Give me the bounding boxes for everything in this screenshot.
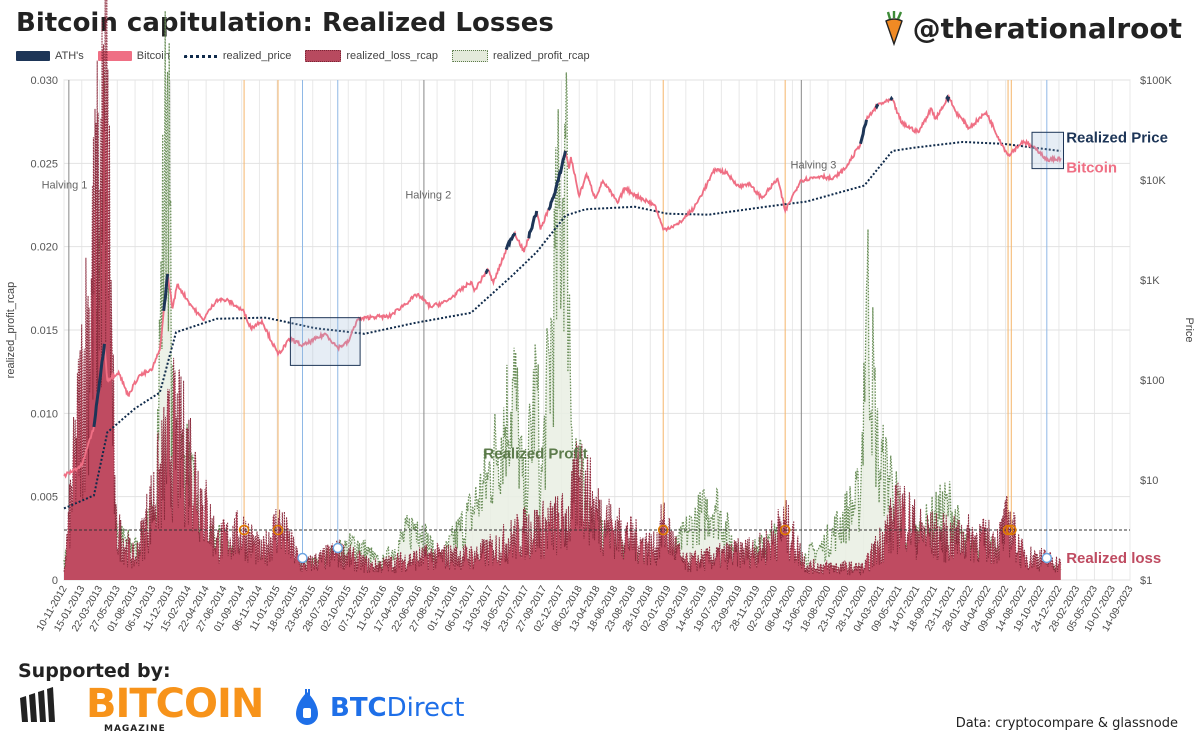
legend-item-2[interactable]: realized_price [183,50,292,62]
bottom-marker [332,542,343,554]
bottom-box-2015 [289,317,361,366]
legend-swatch [305,50,342,62]
brand-handle: @therationalroot [912,11,1182,45]
left-tick-label: 0.015 [30,325,58,337]
left-tick-label: 0 [52,575,58,587]
btcdirect-icon [296,689,318,725]
realized-price-line [63,140,1061,510]
legend-swatch [16,51,50,61]
left-tick-label: 0.005 [30,492,58,504]
realized-loss-area [64,0,1061,580]
right-axis-label: Price [1183,317,1195,342]
annotation-4: Realized Price [1066,130,1168,147]
legend-item-1[interactable]: Bitcoin [97,50,170,62]
bitcoin-magazine-word: BITCOIN [86,681,264,727]
carrot-icon [884,11,903,46]
capitulation-marker [238,524,250,536]
legend-swatch [97,51,132,61]
ath-segment [504,232,517,251]
ath-segment [162,273,170,312]
btcdirect-word-b: Direct [386,693,465,723]
right-tick-label: $100 [1140,375,1164,387]
capitulation-marker [272,524,284,536]
chart-legend: ATH's Bitcoin realized_price realized_loss_… [16,50,590,62]
right-tick-label: $1K [1140,275,1160,287]
right-tick-label: $100K [1140,75,1172,87]
magazine-bars-icon [20,687,55,722]
legend-item-0[interactable]: ATH's [16,50,84,62]
bottom-marker [297,552,308,564]
left-tick-label: 0.010 [30,408,58,420]
right-tick-label: $1 [1140,575,1152,587]
brand: @therationalroot [881,10,1182,46]
right-tick-label: $10 [1140,475,1158,487]
annotation-1: Halving 2 [405,189,451,201]
legend-item-4[interactable]: realized_profit_rcap [452,50,590,62]
left-tick-label: 0.030 [30,75,58,87]
annotation-0: Halving 1 [42,179,88,191]
magazine-sub: MAGAZINE [104,724,166,734]
left-axis-label: realized_profit_rcap [5,282,17,379]
ath-segment [945,94,951,104]
left-tick-label: 0.025 [30,158,58,170]
legend-swatch [452,50,489,62]
ath-segment [92,343,106,428]
left-tick-label: 0.020 [30,242,58,254]
capitulation-marker [1005,524,1017,536]
realized-loss-line [63,0,1062,576]
btcdirect-word-a: BTC [330,693,387,723]
capitulation-marker [1002,524,1014,536]
legend-swatch [183,54,218,62]
ath-segment [484,268,490,275]
legend-item-3[interactable]: realized_loss_rcap [305,50,438,62]
legend-label: Bitcoin [136,50,170,62]
right-tick-label: $10K [1140,175,1166,187]
ath-segment [547,150,567,211]
annotation-5: Bitcoin [1066,160,1117,177]
ath-segment [527,210,539,239]
bottom-marker [1041,552,1053,564]
realized-profit-area [64,11,1061,580]
chart: Halving 1 Halving 2 Halving 3 Realized Prof… [5,0,1195,634]
capitulation-marker [779,524,791,536]
annotation-2: Halving 3 [791,159,837,171]
annotation-6: Realized loss [1066,550,1161,567]
annotation-3: Realized Profit [483,445,587,462]
legend-label: realized_profit_rcap [493,50,590,62]
ath-segment [874,103,880,110]
legend-label: realized_loss_rcap [346,50,439,62]
legend-label: ATH's [55,50,84,62]
legend-label: realized_price [222,50,292,62]
current-box [1031,131,1065,170]
bitcoin-magazine-logo: BITCOIN MAGAZINE [18,681,264,734]
ath-segment [889,95,894,101]
capitulation-marker [657,524,669,536]
supported-by-label: Supported by: [18,660,171,682]
data-source: Data: cryptocompare & glassnode [955,716,1178,731]
btcdirect-logo: BTCDirect [292,688,465,728]
ath-segment [859,119,868,145]
